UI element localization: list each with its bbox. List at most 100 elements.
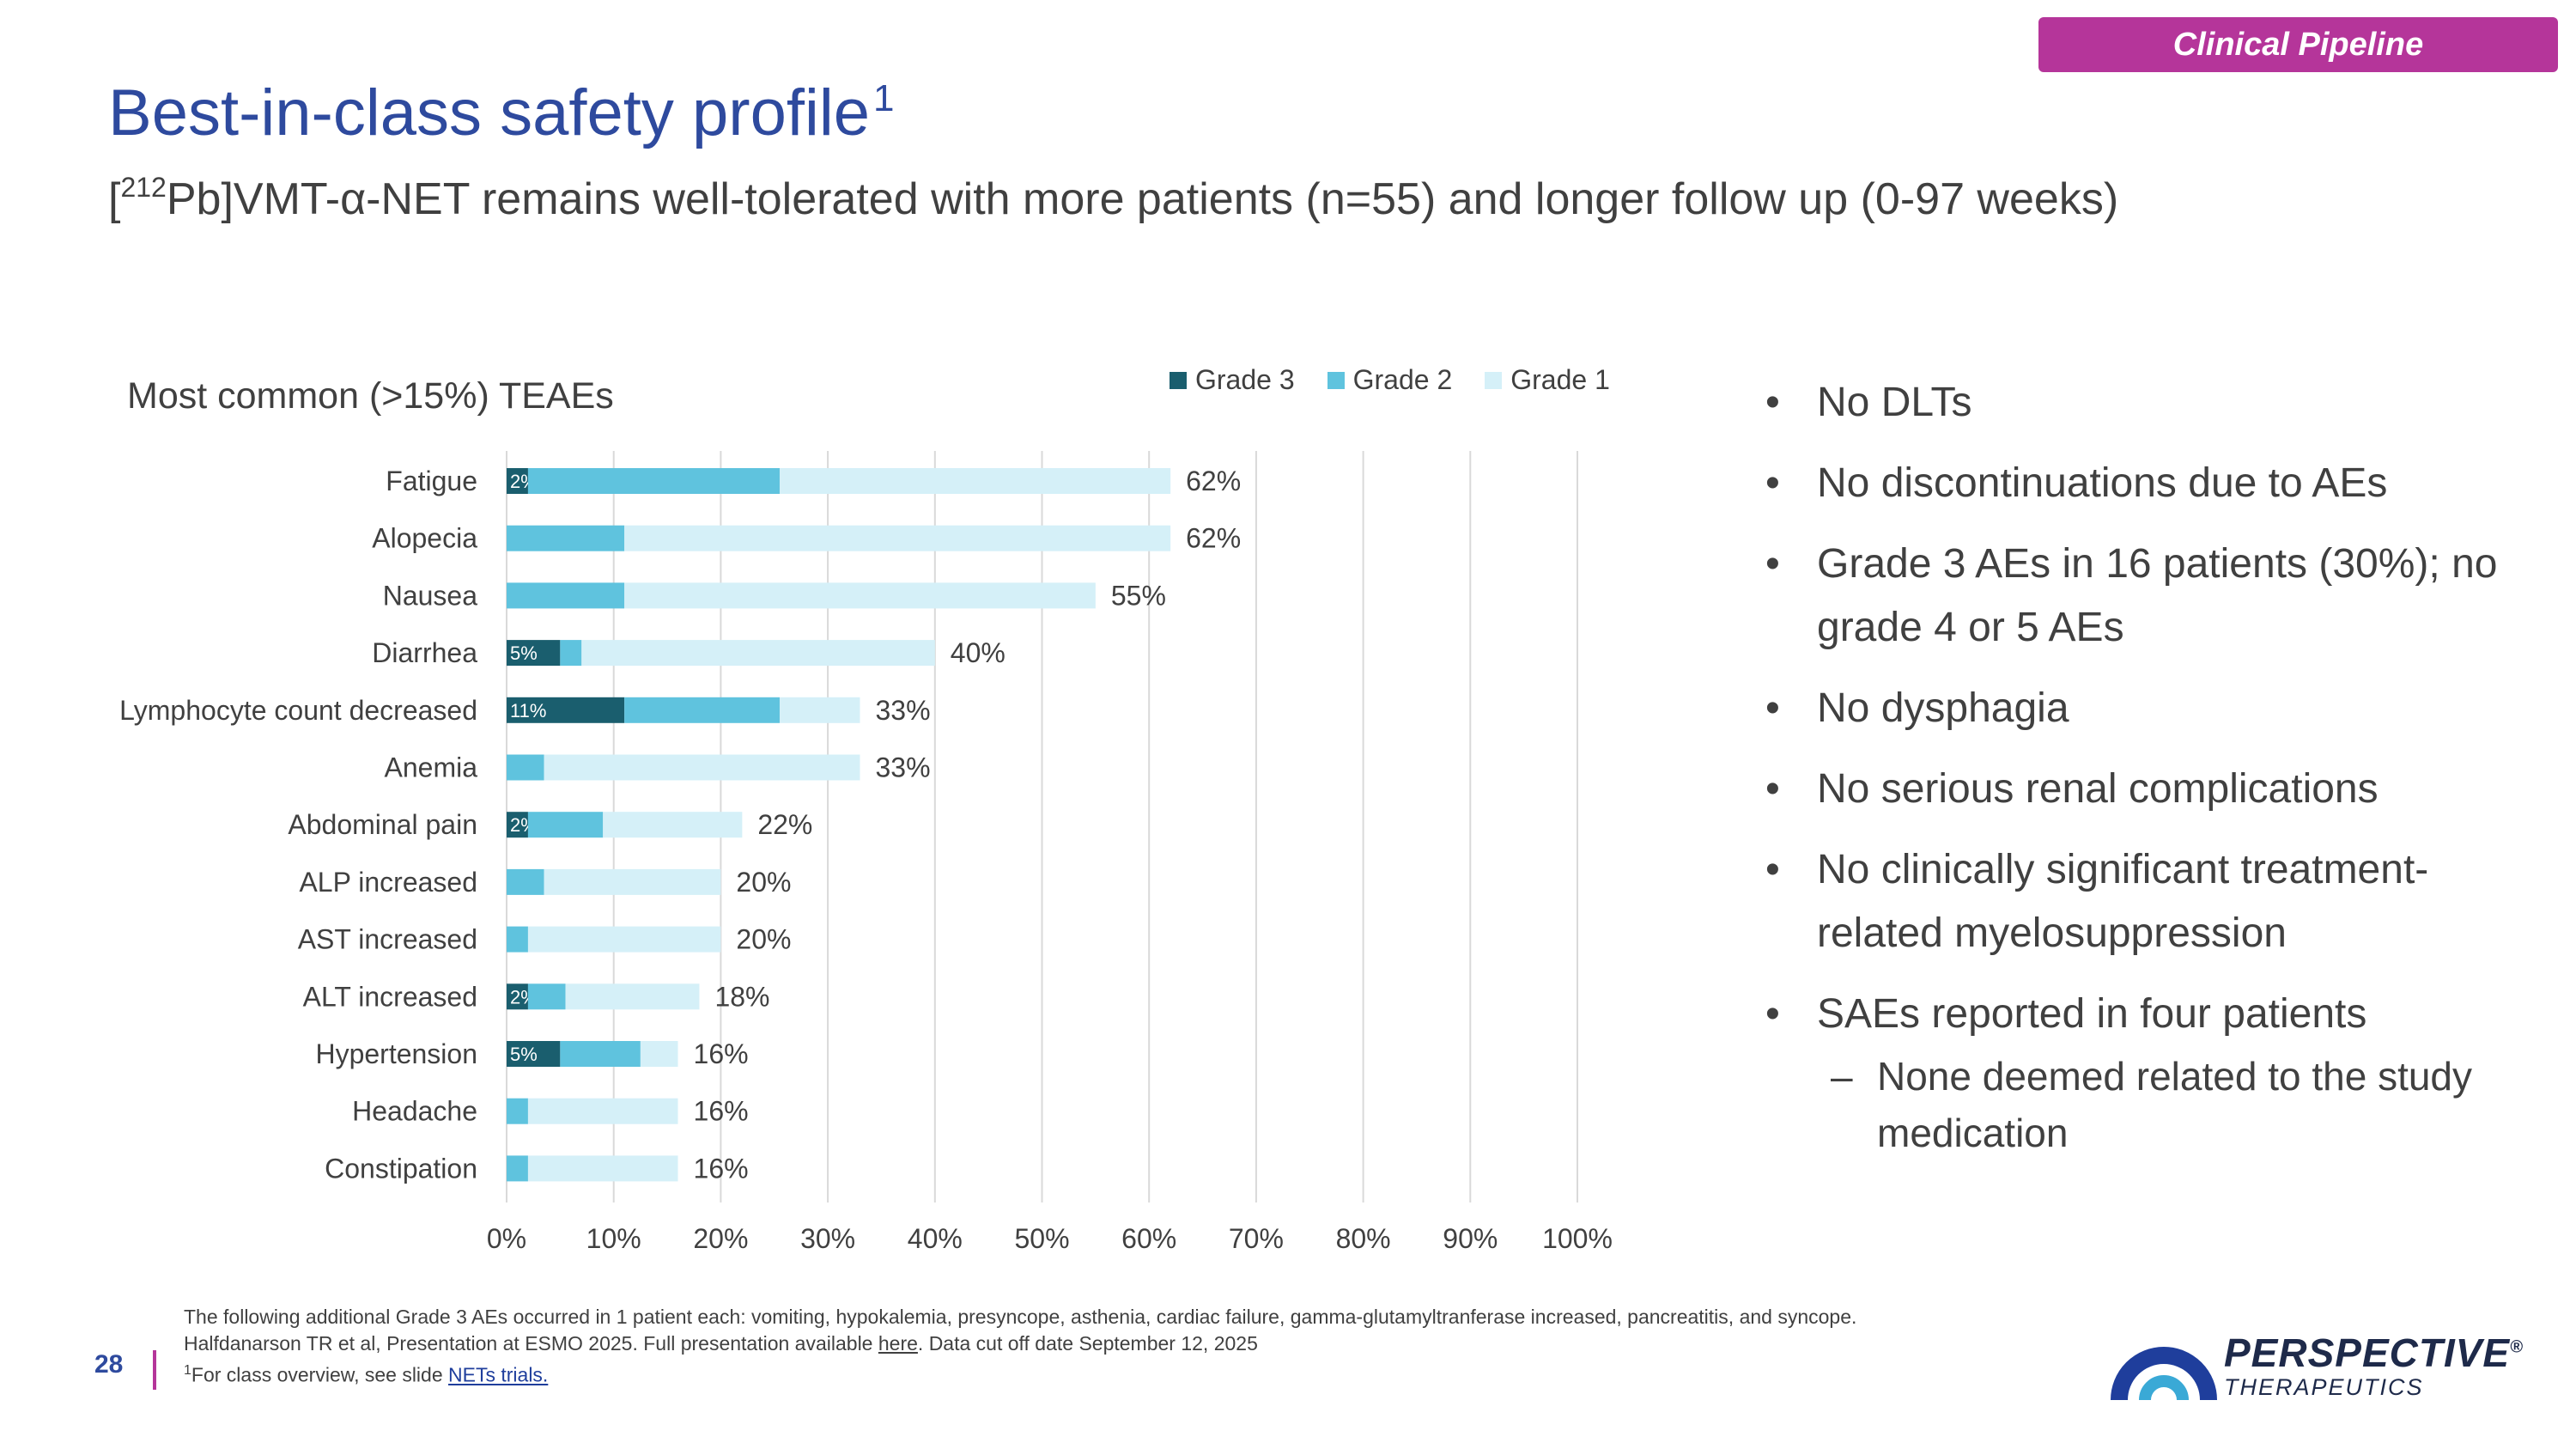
category-label: Abdominal pain xyxy=(288,809,477,840)
bar-segment-grade-2 xyxy=(507,1098,528,1124)
bar-segment-grade-1 xyxy=(624,525,1171,551)
bullet-item: Grade 3 AEs in 16 patients (30%); no gra… xyxy=(1765,533,2538,660)
x-tick-label: 70% xyxy=(1229,1223,1284,1254)
x-tick-label: 60% xyxy=(1121,1223,1176,1254)
page-divider xyxy=(153,1350,156,1390)
x-tick-label: 50% xyxy=(1014,1223,1069,1254)
category-label: Alopecia xyxy=(372,523,477,554)
bar-segment-grade-1 xyxy=(779,697,860,723)
nets-trials-link[interactable]: NETs trials. xyxy=(448,1363,549,1386)
bar-segment-grade-1 xyxy=(544,754,860,781)
presentation-link[interactable]: here xyxy=(878,1332,918,1355)
bullet-item: No DLTs xyxy=(1765,371,2538,435)
bar-segment-grade-2 xyxy=(527,468,780,494)
total-data-label: 20% xyxy=(736,867,791,898)
grade-3-data-label: 11% xyxy=(510,700,546,721)
x-tick-label: 10% xyxy=(586,1223,641,1254)
category-label: Constipation xyxy=(325,1153,477,1184)
legend-grade-1: Grade 1 xyxy=(1485,364,1610,396)
chart-title: Most common (>15%) TEAEs xyxy=(127,375,614,417)
bar-segment-grade-2 xyxy=(507,754,544,781)
total-data-label: 33% xyxy=(876,752,931,783)
category-label: ALP increased xyxy=(299,867,477,898)
logo-subtitle: THERAPEUTICS xyxy=(2224,1374,2424,1400)
x-tick-label: 40% xyxy=(908,1223,963,1254)
page-number: 28 xyxy=(94,1350,124,1379)
bullet-item: No serious renal complications xyxy=(1765,758,2538,821)
category-label: ALT increased xyxy=(303,981,477,1012)
bar-segment-grade-3 xyxy=(507,640,561,667)
footnote-line-1: The following additional Grade 3 AEs occ… xyxy=(184,1306,1857,1328)
bar-segment-grade-2 xyxy=(507,582,625,609)
category-label: Anemia xyxy=(385,752,478,783)
bar-segment-grade-2 xyxy=(527,812,604,838)
bar-segment-grade-1 xyxy=(624,582,1096,609)
bar-segment-grade-3 xyxy=(507,1041,561,1067)
key-findings: No DLTs No discontinuations due to AEs G… xyxy=(1765,371,2538,1161)
total-data-label: 16% xyxy=(694,1038,749,1069)
category-label: Diarrhea xyxy=(372,637,477,668)
x-tick-label: 100% xyxy=(1542,1223,1613,1254)
bar-segment-grade-2 xyxy=(507,926,528,953)
bar-segment-grade-2 xyxy=(624,697,780,723)
sub-bullet-item: None deemed related to the study medicat… xyxy=(1765,1048,2538,1161)
x-tick-label: 90% xyxy=(1443,1223,1498,1254)
legend-grade-2: Grade 2 xyxy=(1327,364,1452,396)
bar-segment-grade-1 xyxy=(527,1155,678,1182)
category-label: Nausea xyxy=(383,580,478,611)
bullet-item: SAEs reported in four patients xyxy=(1765,983,2538,1046)
bar-segment-grade-2 xyxy=(560,1041,641,1067)
bar-segment-grade-2 xyxy=(507,1155,528,1182)
x-tick-label: 80% xyxy=(1336,1223,1391,1254)
page-subtitle: [212Pb]VMT-α-NET remains well-tolerated … xyxy=(108,172,2119,224)
bar-segment-grade-1 xyxy=(544,868,721,895)
bullet-item: No clinically significant treatment-rela… xyxy=(1765,838,2538,965)
page-title: Best-in-class safety profile1 xyxy=(108,76,895,149)
bar-segment-grade-3 xyxy=(507,468,528,494)
total-data-label: 62% xyxy=(1186,523,1241,554)
x-tick-label: 20% xyxy=(693,1223,748,1254)
grade-3-data-label: 5% xyxy=(510,642,538,664)
legend-grade-3: Grade 3 xyxy=(1170,364,1295,396)
total-data-label: 40% xyxy=(951,637,1005,668)
total-data-label: 20% xyxy=(736,924,791,955)
x-tick-label: 30% xyxy=(800,1223,855,1254)
bullet-item: No dysphagia xyxy=(1765,677,2538,740)
clinical-pipeline-badge: Clinical Pipeline xyxy=(2038,17,2558,72)
footnote: The following additional Grade 3 AEs occ… xyxy=(184,1304,1856,1389)
company-logo: PERSPECTIVE® THERAPEUTICS xyxy=(2224,1330,2524,1400)
total-data-label: 55% xyxy=(1111,580,1166,611)
category-label: AST increased xyxy=(298,924,477,955)
bar-segment-grade-2 xyxy=(560,640,582,667)
bar-segment-grade-1 xyxy=(603,812,743,838)
category-label: Lymphocyte count decreased xyxy=(119,695,477,726)
bar-segment-grade-3 xyxy=(507,983,528,1010)
category-label: Fatigue xyxy=(386,466,477,496)
total-data-label: 18% xyxy=(714,981,769,1012)
grade-3-data-label: 5% xyxy=(510,1044,538,1065)
footnote-line-2: Halfdanarson TR et al, Presentation at E… xyxy=(184,1332,1258,1355)
category-label: Hypertension xyxy=(315,1038,477,1069)
total-data-label: 16% xyxy=(694,1153,749,1184)
bar-segment-grade-1 xyxy=(527,926,721,953)
footnote-line-3: 1For class overview, see slide NETs tria… xyxy=(184,1363,549,1386)
bar-segment-grade-2 xyxy=(507,525,625,551)
logo-name: PERSPECTIVE xyxy=(2224,1330,2511,1375)
bar-segment-grade-3 xyxy=(507,812,528,838)
bar-segment-grade-1 xyxy=(527,1098,678,1124)
bar-segment-grade-1 xyxy=(581,640,935,667)
chart-legend: Grade 3 Grade 2 Grade 1 xyxy=(1170,364,1643,396)
bar-segment-grade-3 xyxy=(507,697,625,723)
bullet-item: No discontinuations due to AEs xyxy=(1765,452,2538,515)
bar-segment-grade-2 xyxy=(527,983,566,1010)
bar-segment-grade-1 xyxy=(779,468,1171,494)
x-tick-label: 0% xyxy=(487,1223,526,1254)
perspective-logo-icon xyxy=(2111,1347,2217,1401)
bar-segment-grade-1 xyxy=(565,983,700,1010)
bar-segment-grade-1 xyxy=(640,1041,678,1067)
total-data-label: 33% xyxy=(876,695,931,726)
total-data-label: 16% xyxy=(694,1096,749,1127)
category-label: Headache xyxy=(352,1096,477,1127)
bar-segment-grade-2 xyxy=(507,868,544,895)
